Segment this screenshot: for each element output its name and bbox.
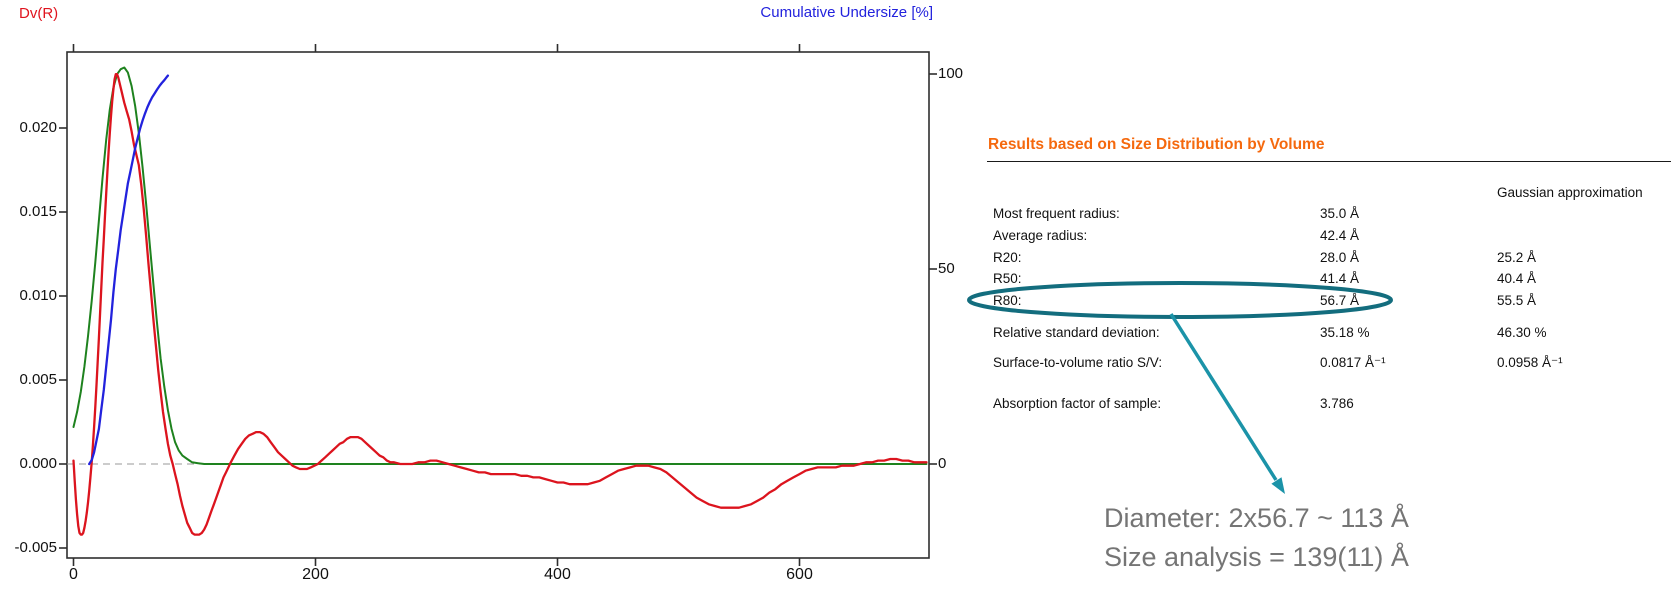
results-row: Absorption factor of sample: 3.786 bbox=[0, 396, 1671, 412]
result-gaussian-value: 40.4 Å bbox=[1497, 271, 1537, 286]
result-value: 35.18 % bbox=[1320, 325, 1370, 340]
gaussian-column-header: Gaussian approximation bbox=[1497, 185, 1643, 200]
size-analysis-note: Size analysis = 139(11) Å bbox=[1104, 542, 1409, 572]
result-gaussian-value: 55.5 Å bbox=[1497, 293, 1537, 308]
results-title: Results based on Size Distribution by Vo… bbox=[988, 136, 1325, 153]
result-label: R80: bbox=[993, 293, 1022, 308]
left-axis-tick-label: 0.020 bbox=[19, 119, 57, 136]
right-axis-tick-label: 0 bbox=[938, 455, 947, 472]
left-axis-tick-label: 0.005 bbox=[19, 371, 57, 388]
results-title-divider bbox=[987, 161, 1671, 162]
result-label: R50: bbox=[993, 271, 1022, 286]
result-label: Surface-to-volume ratio S/V: bbox=[993, 355, 1163, 370]
dv-r-distribution-curve bbox=[72, 73, 928, 536]
left-axis-title: Dv(R) bbox=[19, 5, 59, 22]
right-axis-title: Cumulative Undersize [%] bbox=[760, 4, 933, 21]
results-row: Relative standard deviation: 35.18 % 46.30… bbox=[0, 325, 1671, 341]
results-row: Surface-to-volume ratio S/V: 0.0817 Å⁻¹ 0.… bbox=[0, 355, 1671, 371]
results-row: R80: 56.7 Å 55.5 Å bbox=[0, 293, 1671, 309]
annotation-arrow-line bbox=[1169, 313, 1278, 481]
result-value: 28.0 Å bbox=[1320, 250, 1360, 265]
x-axis-tick-label: 400 bbox=[544, 566, 571, 583]
results-row: R50: 41.4 Å 40.4 Å bbox=[0, 271, 1671, 287]
diameter-note: Diameter: 2x56.7 ~ 113 Å bbox=[1104, 503, 1409, 533]
r80-highlight-ellipse bbox=[967, 281, 1393, 319]
result-label: Absorption factor of sample: bbox=[993, 396, 1162, 411]
result-value: 41.4 Å bbox=[1320, 271, 1360, 286]
result-label: Average radius: bbox=[993, 228, 1088, 243]
x-axis-tick-label: 600 bbox=[786, 566, 813, 583]
result-value: 35.0 Å bbox=[1320, 206, 1360, 221]
result-value: 56.7 Å bbox=[1320, 293, 1360, 308]
right-axis-tick-label: 50 bbox=[938, 260, 955, 277]
left-axis-tick-label: 0.000 bbox=[19, 455, 57, 472]
results-row: Average radius: 42.4 Å bbox=[0, 228, 1671, 244]
result-gaussian-value: 46.30 % bbox=[1497, 325, 1547, 340]
left-axis-tick-label: 0.015 bbox=[19, 203, 57, 220]
plot-border bbox=[66, 51, 930, 559]
left-axis-tick-label: 0.010 bbox=[19, 287, 57, 304]
gaussian-approximation-curve bbox=[72, 66, 928, 465]
x-axis-tick-label: 200 bbox=[302, 566, 329, 583]
results-row: Most frequent radius: 35.0 Å bbox=[0, 206, 1671, 222]
result-value: 42.4 Å bbox=[1320, 228, 1360, 243]
results-row: R20: 28.0 Å 25.2 Å bbox=[0, 250, 1671, 266]
result-label: Most frequent radius: bbox=[993, 206, 1120, 221]
result-label: Relative standard deviation: bbox=[993, 325, 1160, 340]
left-axis-tick-label: -0.005 bbox=[14, 539, 57, 556]
result-gaussian-value: 0.0958 Å⁻¹ bbox=[1497, 355, 1563, 370]
annotation-arrowhead bbox=[1271, 477, 1285, 494]
right-axis-tick-label: 100 bbox=[938, 65, 964, 82]
x-axis-tick-label: 0 bbox=[69, 566, 78, 583]
result-value: 0.0817 Å⁻¹ bbox=[1320, 355, 1386, 370]
result-label: R20: bbox=[993, 250, 1022, 265]
result-value: 3.786 bbox=[1320, 396, 1354, 411]
cumulative-undersize-curve bbox=[88, 74, 170, 466]
result-gaussian-value: 25.2 Å bbox=[1497, 250, 1537, 265]
